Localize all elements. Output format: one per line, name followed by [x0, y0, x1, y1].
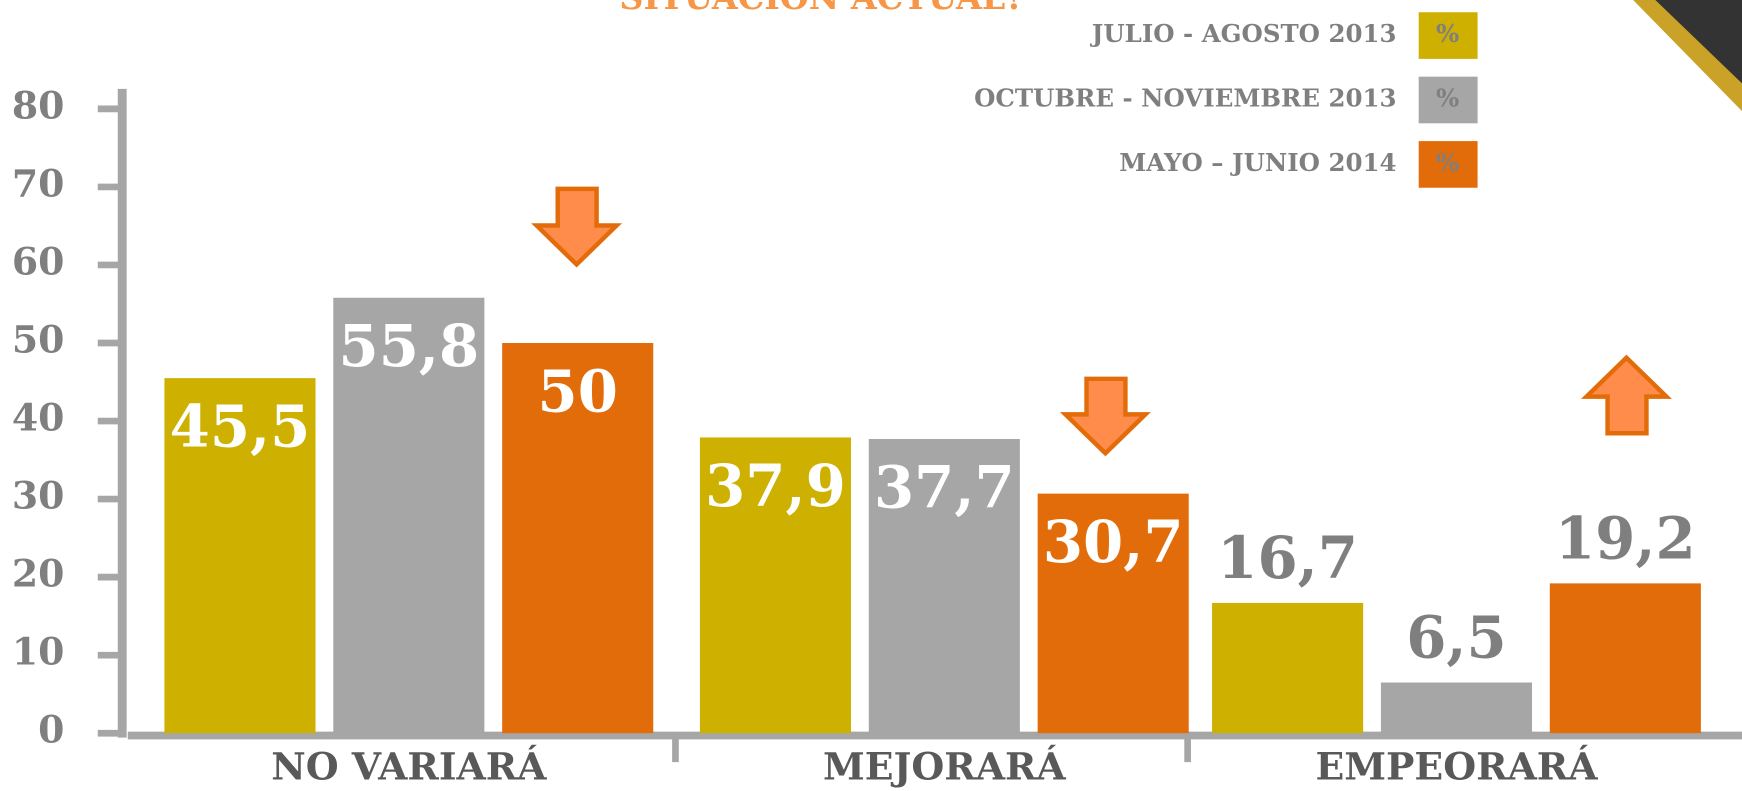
bar: [1212, 602, 1364, 734]
legend-swatch: [1418, 76, 1478, 124]
y-tick-label: 0: [38, 708, 64, 752]
trend-arrows: [531, 186, 1672, 457]
legend-label: MAYO – JUNIO 2014: [1119, 148, 1396, 177]
value-label: 16,7: [1217, 524, 1358, 592]
legend-label: JULIO - AGOSTO 2013: [1090, 19, 1397, 48]
legend-swatch: [1418, 12, 1478, 59]
bar: [699, 437, 852, 734]
bar: [1549, 583, 1701, 734]
y-tick-label: 80: [12, 83, 65, 127]
value-label: 19,2: [1555, 504, 1696, 572]
legend-symbol: %: [1436, 19, 1459, 48]
legend-label: OCTUBRE - NOVIEMBRE 2013: [974, 83, 1396, 112]
x-tick-label: MEJORARÁ: [823, 744, 1066, 788]
value-label: 50: [538, 357, 618, 425]
value-label: 45,5: [170, 392, 311, 460]
value-label: 55,8: [339, 312, 480, 380]
bar: [502, 343, 654, 734]
x-tick-label: NO VARIARÁ: [271, 744, 547, 788]
y-tick-label: 30: [12, 474, 65, 518]
arrow-down: [531, 186, 623, 268]
value-label: 37,7: [874, 453, 1015, 521]
bar: [164, 378, 316, 734]
bar: [1380, 682, 1533, 734]
y-tick-label: 60: [12, 239, 65, 283]
legend-symbol: %: [1436, 148, 1459, 177]
y-tick-label: 20: [12, 552, 65, 596]
bar: [333, 297, 485, 734]
y-tick-label: 10: [12, 630, 65, 674]
legend-swatch: [1418, 141, 1478, 188]
chart-title: SITUACIÓN ACTUAL?: [619, 0, 1024, 17]
y-tick-label: 40: [12, 396, 65, 440]
legend-symbol: %: [1436, 83, 1459, 112]
y-tick-label: 70: [12, 161, 65, 205]
corner-photo: [1633, 0, 1742, 112]
arrow-up: [1580, 354, 1672, 436]
x-tick-label: EMPEORARÁ: [1315, 744, 1598, 788]
value-label: 30,7: [1043, 508, 1184, 576]
bar: [868, 439, 1020, 734]
bar: [1037, 493, 1189, 734]
value-label: 37,9: [705, 452, 846, 520]
value-label: 6,5: [1406, 604, 1506, 672]
arrow-down: [1059, 376, 1151, 457]
y-tick-label: 50: [12, 318, 65, 362]
